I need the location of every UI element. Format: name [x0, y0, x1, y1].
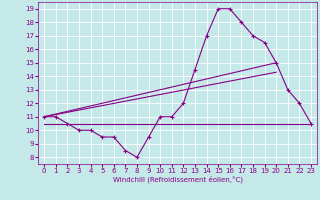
X-axis label: Windchill (Refroidissement éolien,°C): Windchill (Refroidissement éolien,°C): [113, 176, 243, 183]
